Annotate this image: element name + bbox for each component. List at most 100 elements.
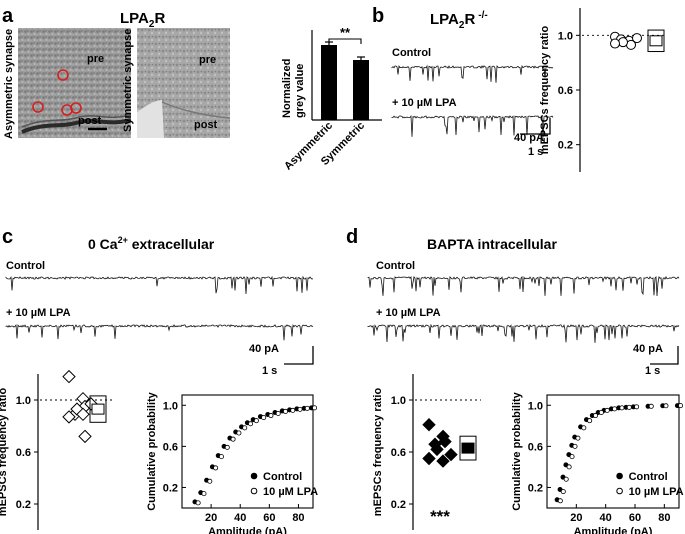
- cum-point-lpa: [581, 425, 587, 431]
- em-asym-side-label: Asymmetric synapse: [3, 29, 15, 139]
- panel-a-letter: a: [2, 5, 14, 27]
- ratio-point: [618, 37, 628, 48]
- b-scale-y: 40 pA: [514, 132, 544, 144]
- panel-d-letter: d: [346, 226, 358, 248]
- ratio-point: [436, 454, 450, 468]
- cum-x-tick-label: 40: [600, 512, 612, 524]
- c-scale-y: 40 pA: [249, 343, 279, 355]
- b-lpa-label: + 10 µM LPA: [392, 97, 457, 109]
- panel-c: c 0 Ca2+ extracellular Control + 10 µM L…: [0, 226, 318, 534]
- cum-point-lpa: [572, 443, 578, 449]
- panel-b-letter: b: [372, 5, 384, 27]
- em-image-symmetric: pre post: [137, 28, 231, 138]
- ratio-point: [430, 442, 444, 457]
- c-trace-control: [5, 275, 314, 295]
- em-sym-post-label: post: [194, 119, 218, 131]
- cum-x-tick-label: 40: [234, 512, 246, 524]
- cum-point-lpa: [634, 404, 640, 410]
- c-lpa-label: + 10 µM LPA: [6, 307, 71, 319]
- cum-legend-marker: [616, 472, 623, 480]
- cum-point-lpa: [566, 464, 572, 470]
- cum-y-label: Cumulative probability: [146, 391, 158, 510]
- ratio-point: [62, 410, 76, 424]
- panel-a: a LPA2R pre post Asymmetric synapse pre …: [2, 5, 382, 173]
- d-lpa-label: + 10 µM LPA: [376, 307, 441, 319]
- ratio-y-tick-label: 0.6: [391, 447, 406, 459]
- d-scale-y: 40 pA: [633, 343, 663, 355]
- ratio-y-tick-label: 0.2: [558, 140, 573, 152]
- ratio-point: [438, 434, 452, 449]
- ratio-mean-marker: [649, 35, 663, 47]
- ratio-point: [422, 417, 436, 432]
- cum-point-lpa: [201, 491, 207, 497]
- c-scale-x: 1 s: [262, 365, 277, 377]
- c-scale-bar: 40 pA 1 s: [249, 343, 314, 377]
- cum-y-tick-label: 0.6: [163, 441, 178, 453]
- cum-point-lpa: [569, 454, 575, 460]
- cum-legend-marker: [250, 472, 258, 480]
- cum-point-lpa: [560, 489, 566, 495]
- cum-point-lpa: [261, 415, 267, 421]
- ratio-y-tick-label: 1.0: [558, 30, 573, 42]
- cum-legend-label: 10 µM LPA: [629, 486, 684, 498]
- b-ratio-chart: 0.2 0.6 1.0 mEPSCs frequency ratio: [539, 8, 666, 172]
- ratio-y-label: mEPSCs frequency ratio: [539, 26, 551, 155]
- cum-point-lpa: [678, 403, 684, 409]
- cum-x-tick-label: 20: [205, 512, 217, 524]
- cum-point-lpa: [575, 435, 581, 441]
- cum-point-lpa: [224, 444, 230, 450]
- panel-a-title: LPA2R: [120, 10, 165, 30]
- d-scale-x: 1 s: [645, 365, 660, 377]
- c-trace-lpa: [5, 324, 314, 341]
- ratio-point: [422, 451, 436, 466]
- ratio-point: [78, 429, 92, 444]
- b-control-label: Control: [392, 47, 431, 59]
- gold-particle-marker: [57, 69, 69, 81]
- d-scale-bar: 40 pA 1 s: [633, 343, 679, 377]
- em-image-asymmetric: pre post: [18, 28, 132, 138]
- a-significance-bracket: [328, 38, 362, 44]
- panel-b-title: LPA2R -/-: [430, 10, 488, 31]
- ratio-y-tick-label: 0.6: [16, 447, 31, 459]
- cum-point-lpa: [242, 425, 248, 431]
- ratio-mean-marker: [91, 403, 105, 415]
- cum-point-lpa: [598, 409, 604, 415]
- ratio-mean-box: [89, 395, 107, 423]
- cum-legend-label: Control: [629, 471, 668, 483]
- c-ratio-chart: 0.2 0.6 1.0 mEPSCs frequency ratio: [0, 369, 115, 530]
- em-sym-side-label: Symmetric synapse: [122, 29, 134, 132]
- cum-x-label: Amplitude (pA): [208, 526, 287, 534]
- cum-point-lpa: [297, 406, 303, 412]
- ratio-mean-box: [647, 29, 665, 53]
- cum-point-lpa: [563, 476, 569, 482]
- ratio-y-tick-label: 0.2: [391, 499, 406, 511]
- cum-y-label: Cumulative probability: [511, 391, 523, 510]
- ratio-point: [610, 38, 620, 49]
- cum-point-lpa: [604, 407, 610, 413]
- em-asym-post-label: post: [78, 115, 102, 127]
- ratio-y-tick-label: 1.0: [391, 395, 406, 407]
- cum-point-lpa: [619, 405, 625, 411]
- d-control-label: Control: [376, 260, 415, 272]
- cum-x-tick-label: 80: [292, 512, 304, 524]
- cum-point-lpa: [236, 430, 242, 436]
- ratio-mean-marker: [461, 442, 475, 454]
- cum-point-lpa: [218, 454, 224, 460]
- cum-y-tick-label: 1.0: [528, 400, 543, 412]
- em-asym-pre-label: pre: [87, 53, 104, 65]
- a-bar: [321, 45, 337, 120]
- panel-a-bar-chart: Normalizedgrey valueAsymmetricSymmetric*…: [281, 25, 382, 173]
- cum-point-lpa: [248, 421, 254, 427]
- cum-point-lpa: [213, 465, 219, 471]
- ratio-point: [444, 447, 458, 462]
- cum-x-label: Amplitude (pA): [574, 526, 653, 534]
- panel-d-title: BAPTA intracellular: [427, 236, 557, 252]
- panel-b: b LPA2R -/- Control + 10 µM LPA 40 pA 1 s…: [372, 5, 666, 172]
- ratio-point: [76, 407, 90, 422]
- gold-particle-marker: [32, 101, 44, 113]
- b-trace-control: [391, 64, 554, 83]
- cum-y-tick-label: 0.2: [528, 482, 543, 494]
- a-significance-label: **: [340, 25, 351, 40]
- ratio-y-tick-label: 0.2: [16, 499, 31, 511]
